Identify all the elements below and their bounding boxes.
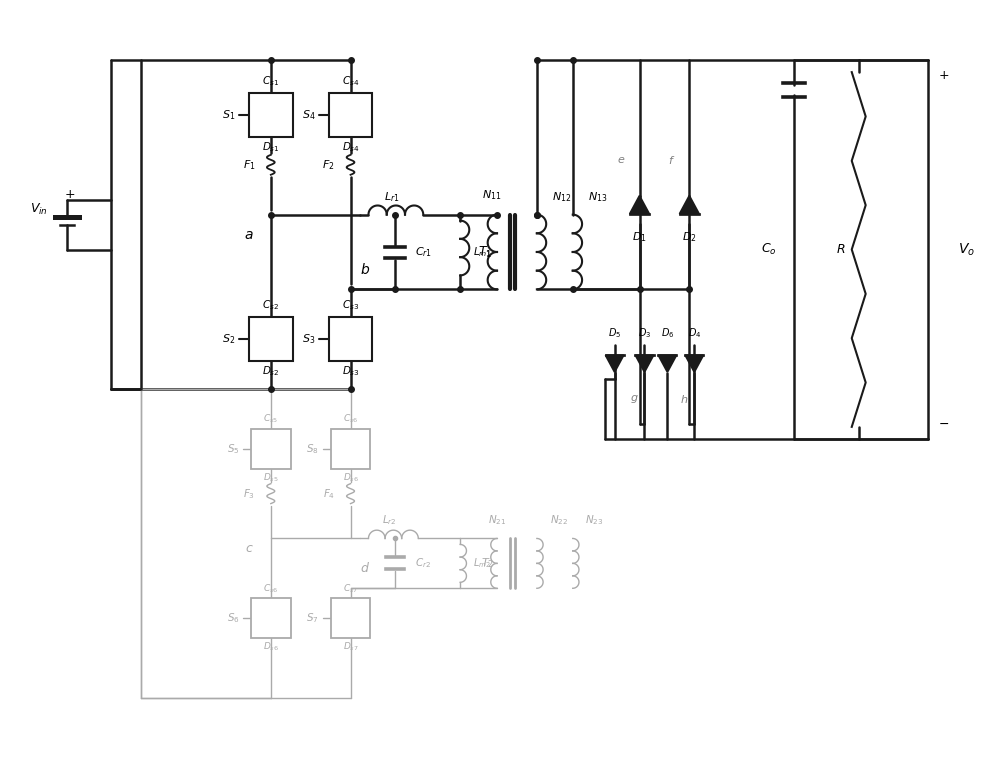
Polygon shape	[606, 355, 624, 372]
Text: $c$: $c$	[245, 542, 253, 555]
Text: $V_o$: $V_o$	[958, 241, 975, 258]
Polygon shape	[658, 355, 676, 372]
Text: $N_{21}$: $N_{21}$	[488, 513, 506, 527]
Text: $C_{s7}$: $C_{s7}$	[343, 582, 358, 594]
Text: $b$: $b$	[360, 262, 371, 277]
Text: $F_1$: $F_1$	[243, 158, 255, 171]
Bar	[329, 317, 372, 361]
Text: $+$: $+$	[64, 189, 75, 201]
Text: $F_4$: $F_4$	[323, 487, 335, 501]
Text: $C_{r2}$: $C_{r2}$	[415, 556, 431, 570]
Text: $h$: $h$	[680, 393, 688, 405]
Bar	[331, 429, 370, 469]
Text: $L_{m1}$: $L_{m1}$	[473, 245, 491, 259]
Bar	[251, 598, 291, 638]
Text: $T_1$: $T_1$	[478, 245, 492, 260]
Polygon shape	[680, 196, 699, 213]
Text: $D_{s6}$: $D_{s6}$	[263, 641, 279, 654]
Bar	[249, 317, 293, 361]
Text: $S_1$: $S_1$	[222, 108, 236, 122]
Text: $L_{r2}$: $L_{r2}$	[382, 513, 397, 527]
Text: $+$: $+$	[938, 69, 949, 82]
Text: $D_1$: $D_1$	[632, 231, 647, 245]
Text: $S_2$: $S_2$	[222, 333, 236, 346]
Polygon shape	[635, 355, 654, 372]
Text: $D_3$: $D_3$	[638, 326, 651, 340]
Text: $L_{r1}$: $L_{r1}$	[384, 190, 399, 203]
Text: $S_7$: $S_7$	[306, 612, 319, 625]
Text: $D_{s2}$: $D_{s2}$	[262, 364, 280, 378]
Text: $C_{s6}$: $C_{s6}$	[343, 413, 358, 425]
Text: $N_{11}$: $N_{11}$	[482, 188, 502, 202]
Text: $g$: $g$	[630, 393, 639, 405]
Text: $C_{s5}$: $C_{s5}$	[263, 413, 278, 425]
Text: $C_{s6}$: $C_{s6}$	[263, 582, 278, 594]
Text: $C_{s4}$: $C_{s4}$	[342, 74, 359, 88]
Text: $D_{s6}$: $D_{s6}$	[343, 471, 359, 484]
Text: $F_2$: $F_2$	[322, 158, 335, 171]
Text: $C_{s2}$: $C_{s2}$	[262, 298, 279, 312]
Bar	[331, 598, 370, 638]
Text: $S_6$: $S_6$	[227, 612, 239, 625]
Text: $N_{23}$: $N_{23}$	[585, 513, 604, 527]
Text: $T_2$: $T_2$	[481, 556, 494, 570]
Text: $C_o$: $C_o$	[761, 242, 777, 257]
Text: $a$: $a$	[244, 227, 254, 241]
Text: $D_4$: $D_4$	[688, 326, 701, 340]
Bar	[251, 429, 291, 469]
Text: $N_{22}$: $N_{22}$	[550, 513, 568, 527]
Text: $D_{s7}$: $D_{s7}$	[343, 641, 358, 654]
Polygon shape	[685, 355, 703, 372]
Text: $d$: $d$	[360, 562, 370, 576]
Text: $L_{m2}$: $L_{m2}$	[473, 556, 491, 570]
Text: $D_2$: $D_2$	[682, 231, 697, 245]
Bar	[249, 93, 293, 137]
Polygon shape	[630, 196, 649, 213]
Text: $F_3$: $F_3$	[243, 487, 255, 501]
Text: $N_{13}$: $N_{13}$	[588, 190, 607, 203]
Text: $C_{r1}$: $C_{r1}$	[415, 245, 432, 259]
Bar	[329, 93, 372, 137]
Text: $N_{12}$: $N_{12}$	[552, 190, 571, 203]
Text: $-$: $-$	[938, 418, 949, 430]
Text: $D_{s1}$: $D_{s1}$	[262, 140, 280, 153]
Text: $D_5$: $D_5$	[608, 326, 621, 340]
Text: $D_{s5}$: $D_{s5}$	[263, 471, 279, 484]
Text: $D_6$: $D_6$	[661, 326, 674, 340]
Text: $V_{in}$: $V_{in}$	[30, 202, 48, 217]
Text: $f$: $f$	[668, 153, 675, 166]
Text: $S_8$: $S_8$	[306, 442, 319, 456]
Text: $D_{s4}$: $D_{s4}$	[342, 140, 360, 153]
Text: $e$: $e$	[617, 155, 626, 165]
Text: $R$: $R$	[836, 243, 846, 256]
Text: $S_3$: $S_3$	[302, 333, 315, 346]
Text: $C_{s1}$: $C_{s1}$	[262, 74, 279, 88]
Text: $C_{s3}$: $C_{s3}$	[342, 298, 359, 312]
Text: $S_5$: $S_5$	[227, 442, 239, 456]
Text: $D_{s3}$: $D_{s3}$	[342, 364, 359, 378]
Text: $S_4$: $S_4$	[302, 108, 315, 122]
